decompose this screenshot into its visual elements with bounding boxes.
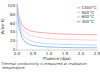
series-line	[17, 5, 97, 48]
y-tick	[16, 50, 17, 51]
y-tick-label: 0	[13, 47, 16, 52]
y-tick-label: 60	[10, 21, 16, 26]
y-tick	[16, 14, 17, 15]
y-tick	[16, 32, 17, 33]
y-tick-label: 80	[10, 12, 16, 17]
y-tick	[16, 23, 17, 24]
legend-swatch	[77, 21, 81, 22]
caption: Thermal conductivity is measured at irra…	[1, 62, 87, 70]
y-tick-label: 100	[8, 3, 16, 8]
y-tick	[16, 41, 17, 42]
series-line	[17, 5, 97, 35]
legend: 1300°C900°C600°C300°C	[77, 5, 97, 24]
x-tick-label: 2.5	[94, 51, 100, 56]
series-line	[17, 5, 97, 45]
y-tick	[16, 5, 17, 6]
legend-swatch	[77, 12, 81, 13]
y-tick-label: 40	[10, 29, 16, 34]
legend-label: 300°C	[82, 19, 95, 24]
y-axis-label: W/(m·K)	[0, 18, 5, 35]
x-tick-label: 2.0	[78, 51, 85, 56]
x-tick-label: 0.5	[30, 51, 37, 56]
series-line	[17, 5, 97, 40]
chart: 0.00.51.01.52.02.5020406080100Fluence (d…	[0, 0, 100, 73]
legend-swatch	[77, 7, 81, 8]
legend-swatch	[77, 16, 81, 17]
plot-area	[17, 5, 97, 48]
y-tick-label: 20	[10, 38, 16, 43]
caption-line: temperature.	[1, 66, 26, 70]
x-axis-label: Fluence (dpa)	[43, 56, 71, 61]
